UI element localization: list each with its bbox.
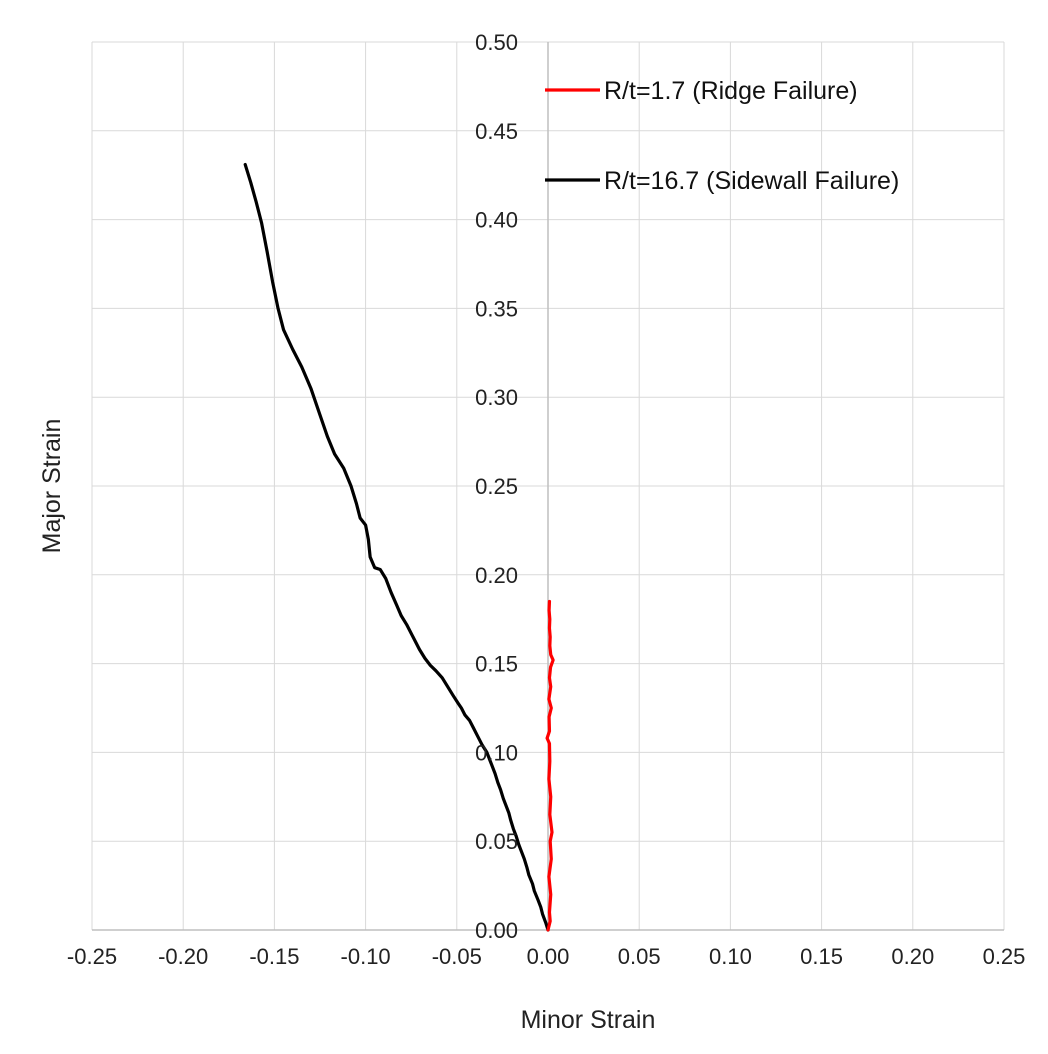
series-layer xyxy=(243,162,555,932)
x-tick-label: -0.25 xyxy=(67,944,117,969)
x-tick-label: 0.20 xyxy=(891,944,934,969)
x-tick-label: -0.15 xyxy=(249,944,299,969)
legend-label-0: R/t=1.7 (Ridge Failure) xyxy=(604,77,858,105)
x-tick-label: 0.10 xyxy=(709,944,752,969)
x-tick-label: -0.05 xyxy=(432,944,482,969)
series-line-1 xyxy=(243,162,550,932)
x-tick-labels: -0.25 -0.20 -0.15 -0.10 -0.05 0.00 0.05 0.10 0.1… xyxy=(67,944,1025,969)
y-tick-label: 0.40 xyxy=(475,208,518,233)
y-tick-label: 0.15 xyxy=(475,652,518,677)
y-tick-label: 0.45 xyxy=(475,119,518,144)
y-tick-label: 0.50 xyxy=(475,30,518,55)
y-tick-label: 0.05 xyxy=(475,829,518,854)
x-tick-label: -0.20 xyxy=(158,944,208,969)
x-tick-label: 0.25 xyxy=(983,944,1026,969)
y-axis-title: Major Strain xyxy=(38,419,66,554)
y-tick-labels: 0.00 0.05 0.10 0.15 0.20 0.25 0.30 0.35 0.40 0.45… xyxy=(475,30,518,943)
series-line-0 xyxy=(545,599,555,932)
x-tick-label: -0.10 xyxy=(341,944,391,969)
x-tick-label: 0.05 xyxy=(618,944,661,969)
x-axis-title: Minor Strain xyxy=(521,1006,656,1034)
legend: R/t=1.7 (Ridge Failure) R/t=16.7 (Sidewal… xyxy=(545,77,899,195)
y-tick-label: 0.20 xyxy=(475,563,518,588)
x-tick-label: 0.00 xyxy=(527,944,570,969)
y-tick-label: 0.25 xyxy=(475,474,518,499)
x-tick-label: 0.15 xyxy=(800,944,843,969)
y-tick-label: 0.30 xyxy=(475,385,518,410)
y-tick-label: 0.10 xyxy=(475,740,518,765)
y-tick-label: 0.35 xyxy=(475,296,518,321)
y-tick-label: 0.00 xyxy=(475,918,518,943)
legend-label-1: R/t=16.7 (Sidewall Failure) xyxy=(604,167,899,195)
